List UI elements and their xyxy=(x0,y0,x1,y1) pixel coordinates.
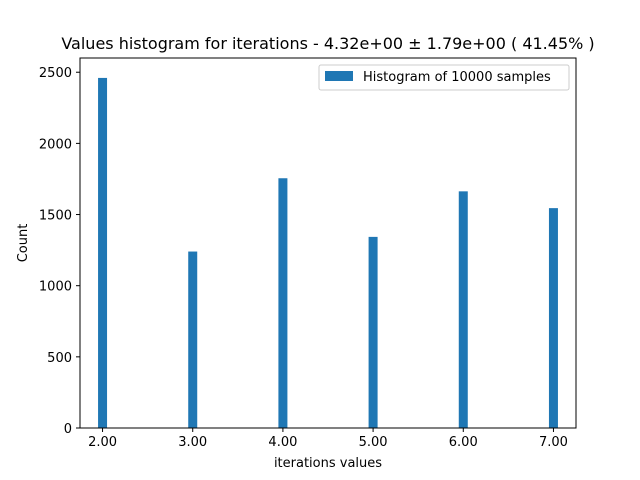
y-axis-label: Count xyxy=(16,224,31,263)
y-tick-label: 2500 xyxy=(39,66,72,81)
bars-group xyxy=(98,77,558,429)
histogram-bar xyxy=(98,77,108,429)
y-tick-label: 1500 xyxy=(39,209,72,224)
y-axis-ticks: 0 500 1000 1500 2000 2500 xyxy=(39,66,80,437)
y-tick-label: 0 xyxy=(64,422,72,437)
histogram-bar xyxy=(278,178,288,428)
histogram-bar xyxy=(458,191,468,428)
x-axis-ticks: 2.00 3.00 4.00 5.00 6.00 7.00 xyxy=(88,428,568,450)
legend-swatch xyxy=(325,71,353,81)
legend-label: Histogram of 10000 samples xyxy=(363,70,551,85)
histogram-bar xyxy=(548,208,558,428)
x-tick-label: 7.00 xyxy=(539,435,568,450)
legend-box xyxy=(318,64,570,91)
x-tick-label: 4.00 xyxy=(268,435,297,450)
histogram-bar xyxy=(188,251,198,428)
plot-frame xyxy=(79,57,577,429)
x-tick-label: 3.00 xyxy=(178,435,207,450)
x-tick-label: 5.00 xyxy=(359,435,388,450)
chart-title: Values histogram for iterations - 4.32e+… xyxy=(61,34,594,53)
x-axis-label: iterations values xyxy=(274,456,382,471)
y-tick-label: 500 xyxy=(47,351,72,366)
y-tick-label: 2000 xyxy=(39,137,72,152)
x-tick-label: 6.00 xyxy=(449,435,478,450)
histogram-bar xyxy=(368,236,378,428)
legend: Histogram of 10000 samples xyxy=(318,64,570,91)
y-tick-label: 1000 xyxy=(39,280,72,295)
x-tick-label: 2.00 xyxy=(88,435,117,450)
